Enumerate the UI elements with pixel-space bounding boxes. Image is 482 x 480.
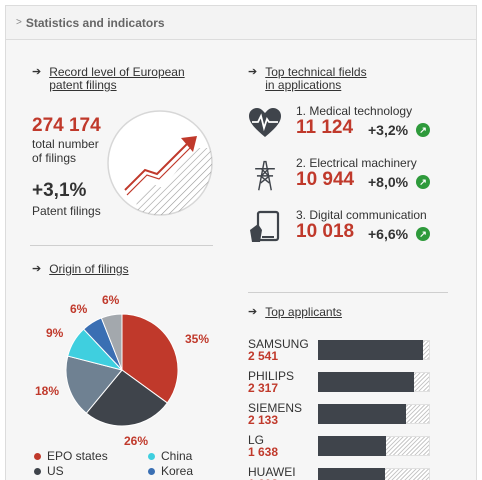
- applicant-name: HUAWEI: [248, 465, 296, 479]
- applicant-count: 2 133: [248, 413, 279, 427]
- applicant-count: 1 638: [248, 445, 279, 459]
- dot-icon: [148, 452, 155, 460]
- origin-of-filings-link[interactable]: ➔ Origin of filings: [32, 262, 129, 276]
- pie-slice-0: [121, 313, 179, 404]
- growth-label: Patent filings: [32, 204, 101, 218]
- applicant-count: 2 541: [248, 349, 279, 363]
- applicant-row[interactable]: HUAWEI1 608: [248, 465, 438, 480]
- arrow-right-icon: ➔: [32, 66, 42, 78]
- divider-left: [30, 245, 213, 246]
- record-title-line1: Record level of European: [49, 65, 185, 79]
- applicant-name: SAMSUNG: [248, 337, 309, 351]
- applicant-bar: [318, 404, 406, 424]
- arrow-right-icon: ➔: [248, 306, 258, 318]
- pie-label-other: 6%: [102, 293, 120, 307]
- pie-label-japan: 18%: [35, 384, 60, 398]
- pie-label-china: 9%: [46, 326, 64, 340]
- field-row-digital[interactable]: 3. Digital communication 10 018 +6,6% ↗: [248, 208, 448, 254]
- applicant-name: SIEMENS: [248, 401, 303, 415]
- record-title-line2: patent filings: [49, 78, 117, 92]
- applicant-row[interactable]: PHILIPS 2 317: [248, 369, 438, 395]
- field-row-medical[interactable]: 1. Medical technology 11 124 +3,2% ↗: [248, 104, 448, 150]
- dot-icon: [34, 467, 41, 475]
- dot-icon: [34, 452, 41, 460]
- pie-slice-1: [85, 369, 169, 427]
- growth-trend-icon: [107, 110, 213, 216]
- total-filings-label: total number of filings: [32, 137, 99, 165]
- legend-us: US: [34, 464, 64, 478]
- legend-china: China: [148, 449, 192, 463]
- pie-slice-2: [65, 355, 123, 414]
- arrow-right-icon: ➔: [32, 263, 42, 275]
- legend-korea: Korea: [148, 464, 193, 478]
- growth-value: +3,1%: [32, 180, 87, 201]
- panel-title: Statistics and indicators: [25, 15, 165, 30]
- power-pylon-icon: [255, 160, 275, 191]
- arrow-right-icon: ➔: [248, 66, 258, 78]
- applicant-count: 2 317: [248, 381, 279, 395]
- applicant-row[interactable]: LG 1 638: [248, 433, 438, 459]
- applicant-bar: [318, 340, 423, 360]
- applicant-bar: [318, 372, 414, 392]
- legend-epo: EPO states: [34, 449, 108, 463]
- record-level-link[interactable]: ➔ Record level of European patent filing…: [32, 66, 185, 92]
- applicant-row[interactable]: SAMSUNG 2 541: [248, 337, 438, 363]
- applicant-bar: [318, 436, 386, 456]
- field-row-electrical[interactable]: 2. Electrical machinery 10 944 +8,0% ↗: [248, 156, 448, 202]
- mobile-device-icon: [250, 210, 280, 242]
- applicant-name: LG: [248, 433, 265, 447]
- trend-up-icon: ↗: [416, 227, 430, 241]
- applicant-bar: [318, 468, 385, 480]
- applicant-count: 1 608: [248, 477, 278, 480]
- panel-header[interactable]: > Statistics and indicators: [6, 6, 476, 40]
- applicant-name: PHILIPS: [248, 369, 295, 383]
- pie-label-korea: 6%: [70, 302, 88, 316]
- applicant-row[interactable]: SIEMENS 2 133: [248, 401, 438, 427]
- top-applicants-link[interactable]: ➔ Top applicants: [248, 305, 342, 319]
- trend-up-icon: ↗: [416, 123, 430, 137]
- pie-label-epo: 35%: [185, 332, 210, 346]
- origin-pie-chart: [65, 313, 179, 427]
- chevron-right-icon: >: [16, 17, 22, 28]
- divider-right: [248, 292, 448, 293]
- technical-fields-link[interactable]: ➔ Top technical fields in applications: [248, 65, 367, 92]
- total-filings-value: 274 174: [32, 115, 101, 136]
- pie-label-us: 26%: [124, 434, 149, 448]
- heart-ecg-icon: [249, 108, 281, 137]
- dot-icon: [148, 467, 155, 475]
- pie-slice-5: [100, 313, 123, 371]
- trend-up-icon: ↗: [416, 175, 430, 189]
